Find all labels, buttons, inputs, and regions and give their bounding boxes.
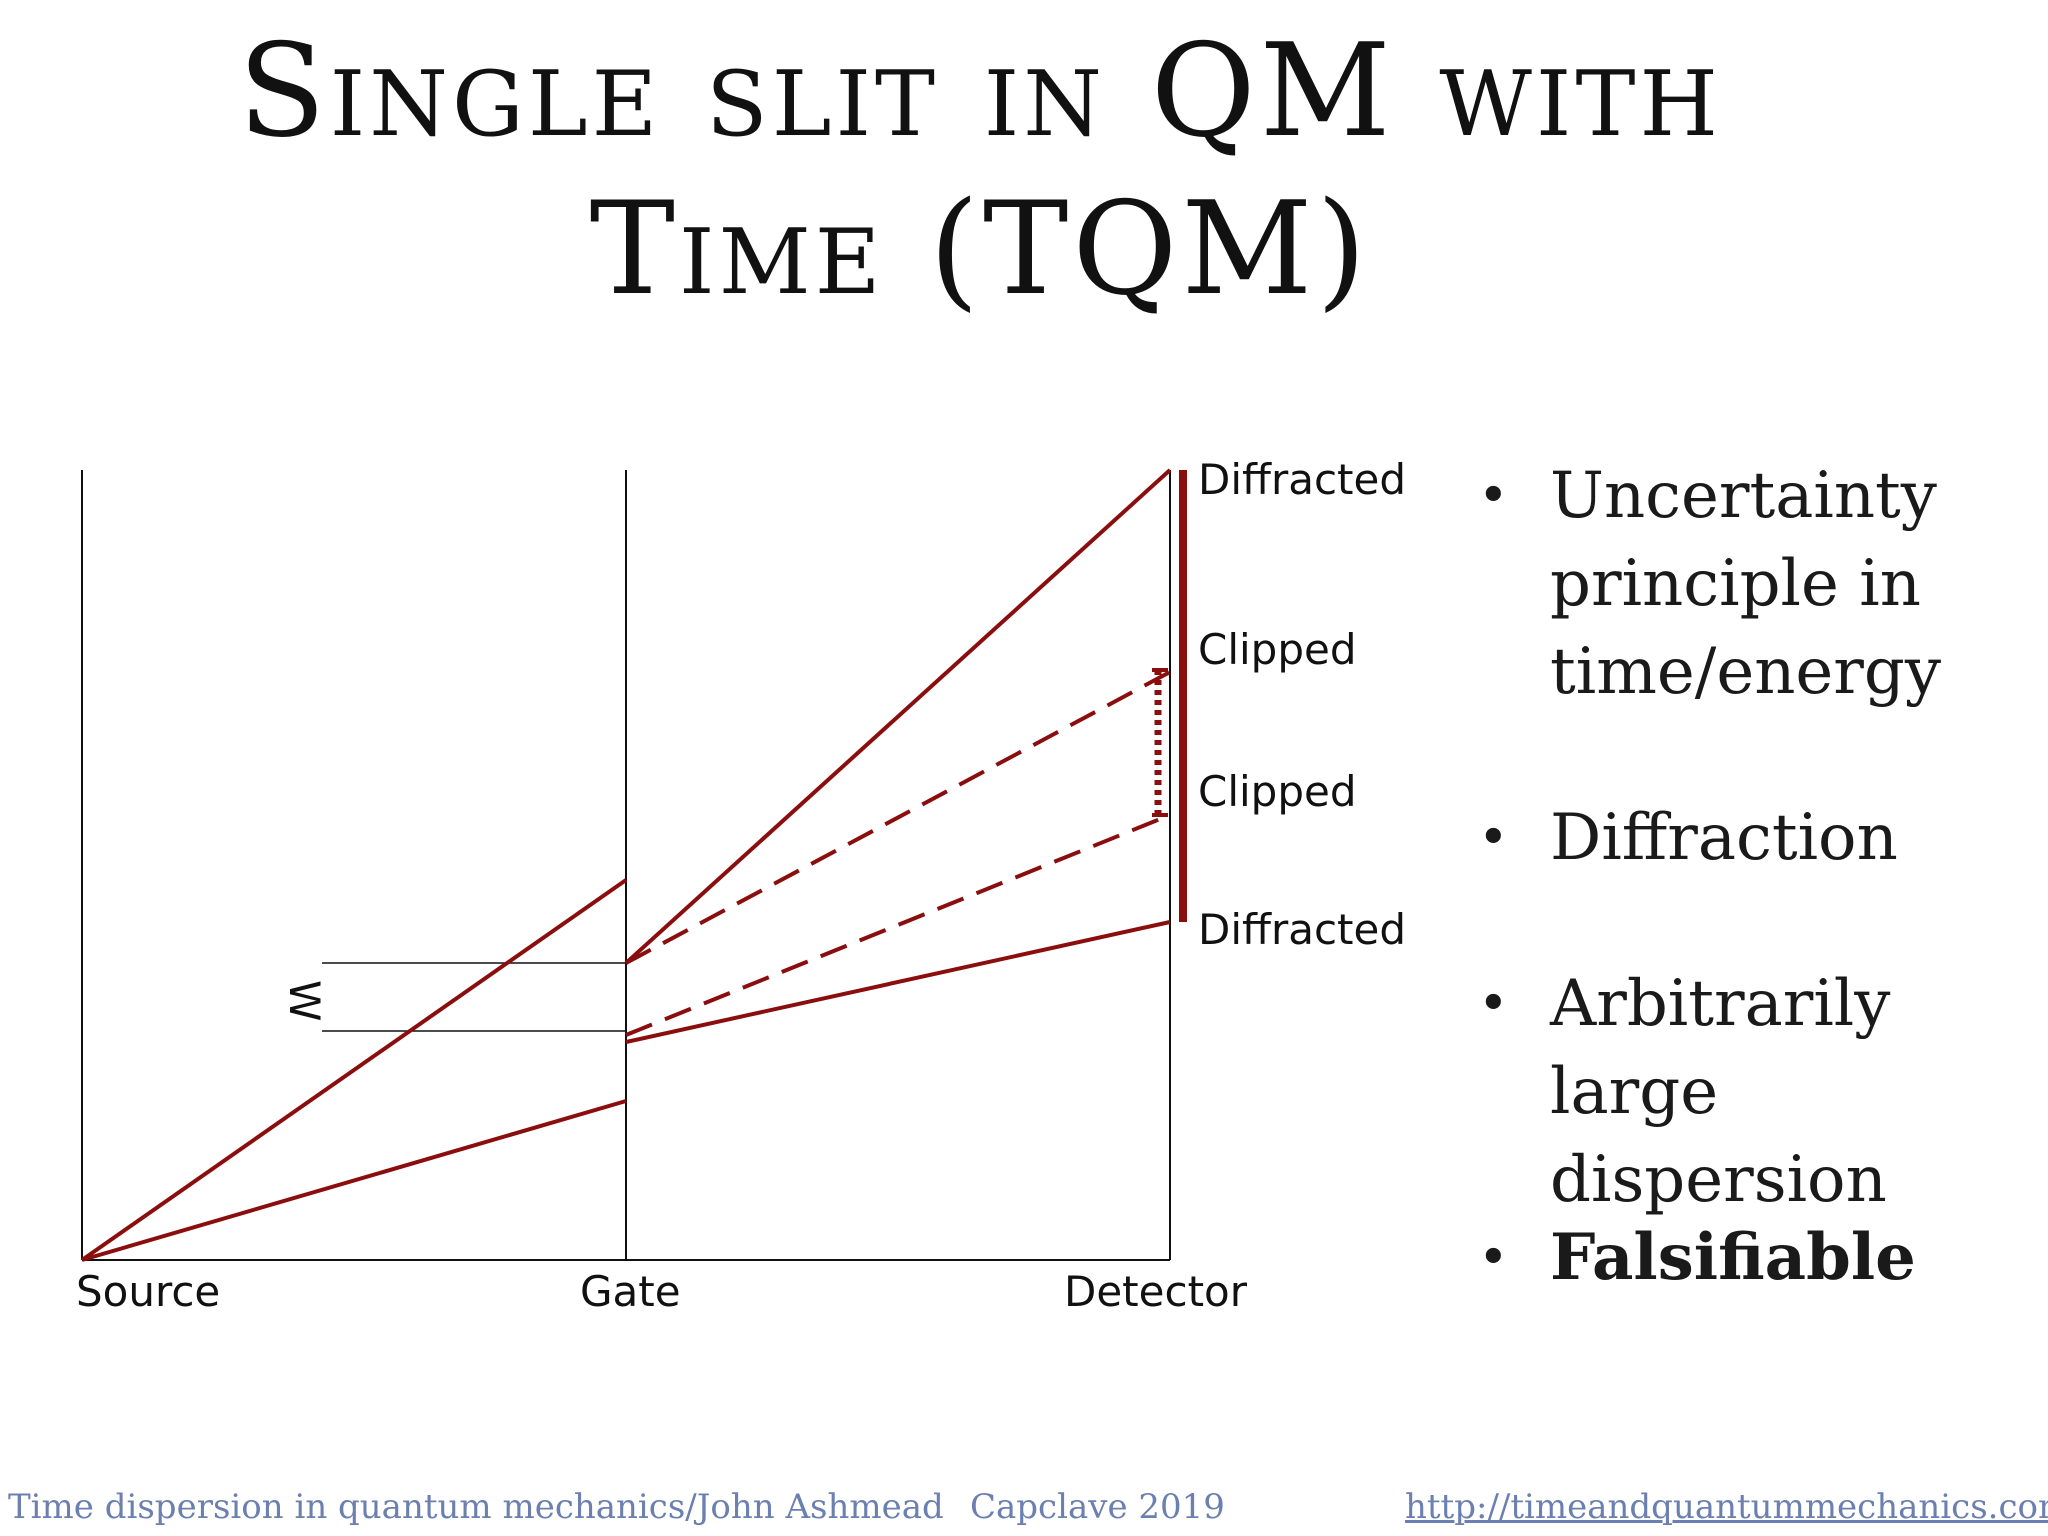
- bullet-dot: •: [1478, 974, 1509, 1034]
- label-clipped-bottom: Clipped: [1198, 767, 1356, 816]
- clipped-ray-lower: [625, 813, 1171, 1037]
- label-slit-width: W: [280, 980, 329, 1022]
- label-gate: Gate: [580, 1267, 681, 1316]
- incident-ray-lower: [81, 1099, 627, 1262]
- label-source: Source: [76, 1267, 220, 1316]
- bullet-item: • Arbitrarily large dispersion: [1478, 960, 2038, 1224]
- label-diffracted-top: Diffracted: [1198, 455, 1406, 504]
- footer-event: Capclave 2019: [970, 1487, 1225, 1527]
- bullet-item: • Diffraction: [1478, 794, 2038, 882]
- bullet-text: Diffraction: [1550, 801, 1898, 875]
- bullet-item: • Falsifiable: [1478, 1214, 2038, 1302]
- bullet-dot: •: [1478, 466, 1509, 526]
- bullet-text: Arbitrarily large dispersion: [1550, 967, 1891, 1217]
- footer-website-link[interactable]: http://timeandquantummechanics.com: [1405, 1487, 2048, 1527]
- label-clipped-top: Clipped: [1198, 625, 1356, 674]
- label-detector: Detector: [1064, 1267, 1248, 1316]
- bullet-dot: •: [1478, 1228, 1509, 1288]
- bullet-dot: •: [1478, 808, 1509, 868]
- incident-ray-upper: [80, 878, 628, 1262]
- bullet-text: Falsifiable: [1550, 1220, 1916, 1295]
- bullet-item: • Uncertainty principle in time/energy: [1478, 452, 2038, 716]
- label-diffracted-bottom: Diffracted: [1198, 905, 1406, 954]
- clipped-ray-upper: [625, 670, 1171, 965]
- bullet-text: Uncertainty principle in time/energy: [1550, 459, 1941, 709]
- slide-title-line-2: Time (TQM): [589, 175, 1371, 324]
- diffracted-ray-upper: [624, 468, 1172, 965]
- diffracted-ray-lower: [625, 920, 1171, 1044]
- footer-presentation-title: Time dispersion in quantum mechanics/Joh…: [8, 1487, 944, 1527]
- slide-title-line-1: Single slit in QM with: [238, 17, 1722, 166]
